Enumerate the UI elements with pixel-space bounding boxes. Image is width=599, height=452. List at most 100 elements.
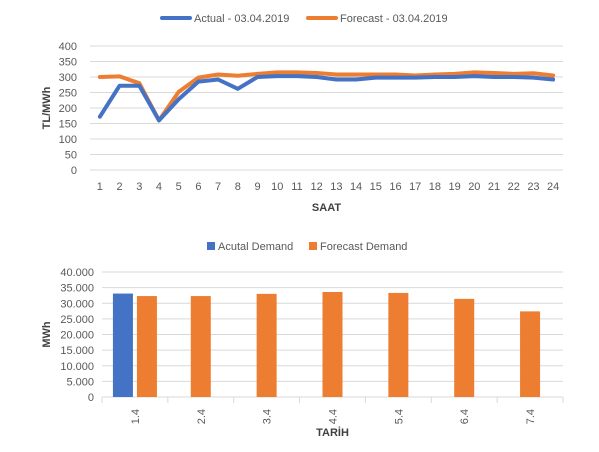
data-point [551,73,555,77]
data-point [531,71,535,75]
y-tick-label: 100 [59,134,77,146]
y-tick-label: 200 [59,103,77,115]
line-chart: Actual - 03.04.2019 Forecast - 03.04.2019… [41,13,563,214]
x-tick-label: 3 [136,181,142,193]
x-tick-label: 2.4 [196,409,208,424]
data-point [118,74,122,78]
data-point [393,76,397,80]
data-point [374,73,378,77]
series-line-2 [97,70,556,123]
data-point [453,75,457,79]
y-tick-label: 0 [88,392,94,404]
data-point [256,72,260,76]
x-tick-label: 2 [117,181,123,193]
y-tick-label: 300 [59,72,77,84]
data-point [275,74,279,78]
x-tick-label: 19 [448,181,460,193]
x-tick-label: 16 [389,181,401,193]
data-point [295,74,299,78]
data-point [157,118,161,122]
data-point [512,72,516,76]
x-tick-label: 12 [311,181,323,193]
x-tick-label: 11 [291,181,302,193]
data-point [196,76,200,80]
data-point [98,75,102,79]
x-tick-label: 21 [488,181,500,193]
data-point [354,73,358,77]
x-tick-label: 6.4 [459,409,471,424]
data-point [531,76,535,80]
x-tick-label: 4.4 [328,409,340,424]
y-tick-label: 35.000 [60,283,94,295]
data-point [275,70,279,74]
y-tick-label: 400 [59,41,77,53]
data-point [512,75,516,79]
x-tick-label: 17 [409,181,421,193]
data-point [492,71,496,75]
x-tick-label: 8 [235,181,241,193]
x-tick-label: 24 [547,181,559,193]
x-tick-label: 23 [527,181,539,193]
data-point [374,76,378,80]
data-point [118,84,122,88]
y-tick-label: 10.000 [60,361,94,373]
data-point [196,80,200,84]
data-point [334,77,338,81]
y-tick-label: 250 [59,88,77,100]
x-tick-label: 22 [508,181,520,193]
x-tick-label: 1 [97,181,103,193]
x-tick-label: 7.4 [525,409,537,424]
data-point [354,77,358,81]
y-tick-label: 25.000 [60,314,94,326]
x-tick-label: 1.4 [130,409,142,424]
x-tick-label: 13 [330,181,342,193]
bar-forecast [454,298,475,397]
data-point [177,97,181,101]
x-tick-label: 10 [271,181,283,193]
data-point [295,70,299,74]
data-point [472,70,476,74]
legend-label: Forecast Demand [320,241,407,253]
legend-label: Forecast - 03.04.2019 [340,13,448,25]
data-point [334,73,338,77]
bar-forecast [190,296,211,397]
y-axis-title: MWh [41,321,53,348]
data-point [236,87,240,91]
data-point [492,75,496,79]
data-point [177,90,181,94]
y-tick-label: 40.000 [60,267,94,279]
legend-swatch-1 [207,242,215,250]
data-point [216,77,220,81]
legend-swatch-2 [309,242,317,250]
x-tick-label: 7 [215,181,221,193]
data-point [551,77,555,81]
legend: Acutal Demand Forecast Demand [207,241,407,253]
x-tick-label: 14 [350,181,362,193]
y-tick-label: 30.000 [60,298,94,310]
x-tick-label: 15 [370,181,382,193]
data-point [216,73,220,77]
bar-forecast [136,296,157,397]
x-axis-title: TARİH [316,426,349,439]
data-point [315,75,319,79]
data-point [256,75,260,79]
data-point [453,72,457,76]
x-tick-label: 3.4 [262,409,274,424]
bar-chart: Acutal Demand Forecast Demand 0 5.000 10.000… [41,241,564,439]
data-point [393,73,397,77]
data-point [413,76,417,80]
x-tick-label: 5.4 [393,409,405,424]
legend-label: Actual - 03.04.2019 [194,13,289,25]
x-axis-title: SAAT [312,202,341,214]
y-tick-label: 0 [71,165,77,177]
x-tick-label: 20 [468,181,480,193]
y-tick-label: 15.000 [60,345,94,357]
bar-forecast [388,292,409,397]
x-tick-label: 5 [176,181,182,193]
x-tick-label: 9 [254,181,260,193]
y-tick-label: 20.000 [60,330,94,342]
bar-forecast [520,311,541,397]
data-point [137,84,141,88]
y-tick-label: 150 [59,119,77,131]
